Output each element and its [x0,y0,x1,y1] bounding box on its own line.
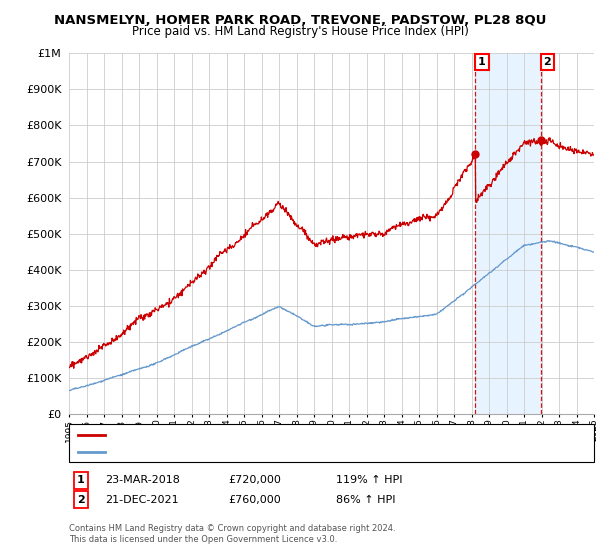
Text: NANSMELYN, HOMER PARK ROAD, TREVONE, PADSTOW, PL28 8QU (detached house): NANSMELYN, HOMER PARK ROAD, TREVONE, PAD… [109,430,523,440]
Text: 21-DEC-2021: 21-DEC-2021 [105,494,179,505]
Text: 2: 2 [544,57,551,67]
Text: 86% ↑ HPI: 86% ↑ HPI [336,494,395,505]
Text: 119% ↑ HPI: 119% ↑ HPI [336,475,403,486]
Text: £720,000: £720,000 [228,475,281,486]
Text: 1: 1 [77,475,85,486]
Text: HPI: Average price, detached house, Cornwall: HPI: Average price, detached house, Corn… [109,447,332,458]
Text: 2: 2 [77,494,85,505]
Text: Price paid vs. HM Land Registry's House Price Index (HPI): Price paid vs. HM Land Registry's House … [131,25,469,38]
Text: 23-MAR-2018: 23-MAR-2018 [105,475,180,486]
Text: £760,000: £760,000 [228,494,281,505]
Text: Contains HM Land Registry data © Crown copyright and database right 2024.: Contains HM Land Registry data © Crown c… [69,524,395,533]
Text: This data is licensed under the Open Government Licence v3.0.: This data is licensed under the Open Gov… [69,535,337,544]
Bar [475,53,541,414]
Text: NANSMELYN, HOMER PARK ROAD, TREVONE, PADSTOW, PL28 8QU: NANSMELYN, HOMER PARK ROAD, TREVONE, PAD… [54,14,546,27]
Text: 1: 1 [478,57,486,67]
